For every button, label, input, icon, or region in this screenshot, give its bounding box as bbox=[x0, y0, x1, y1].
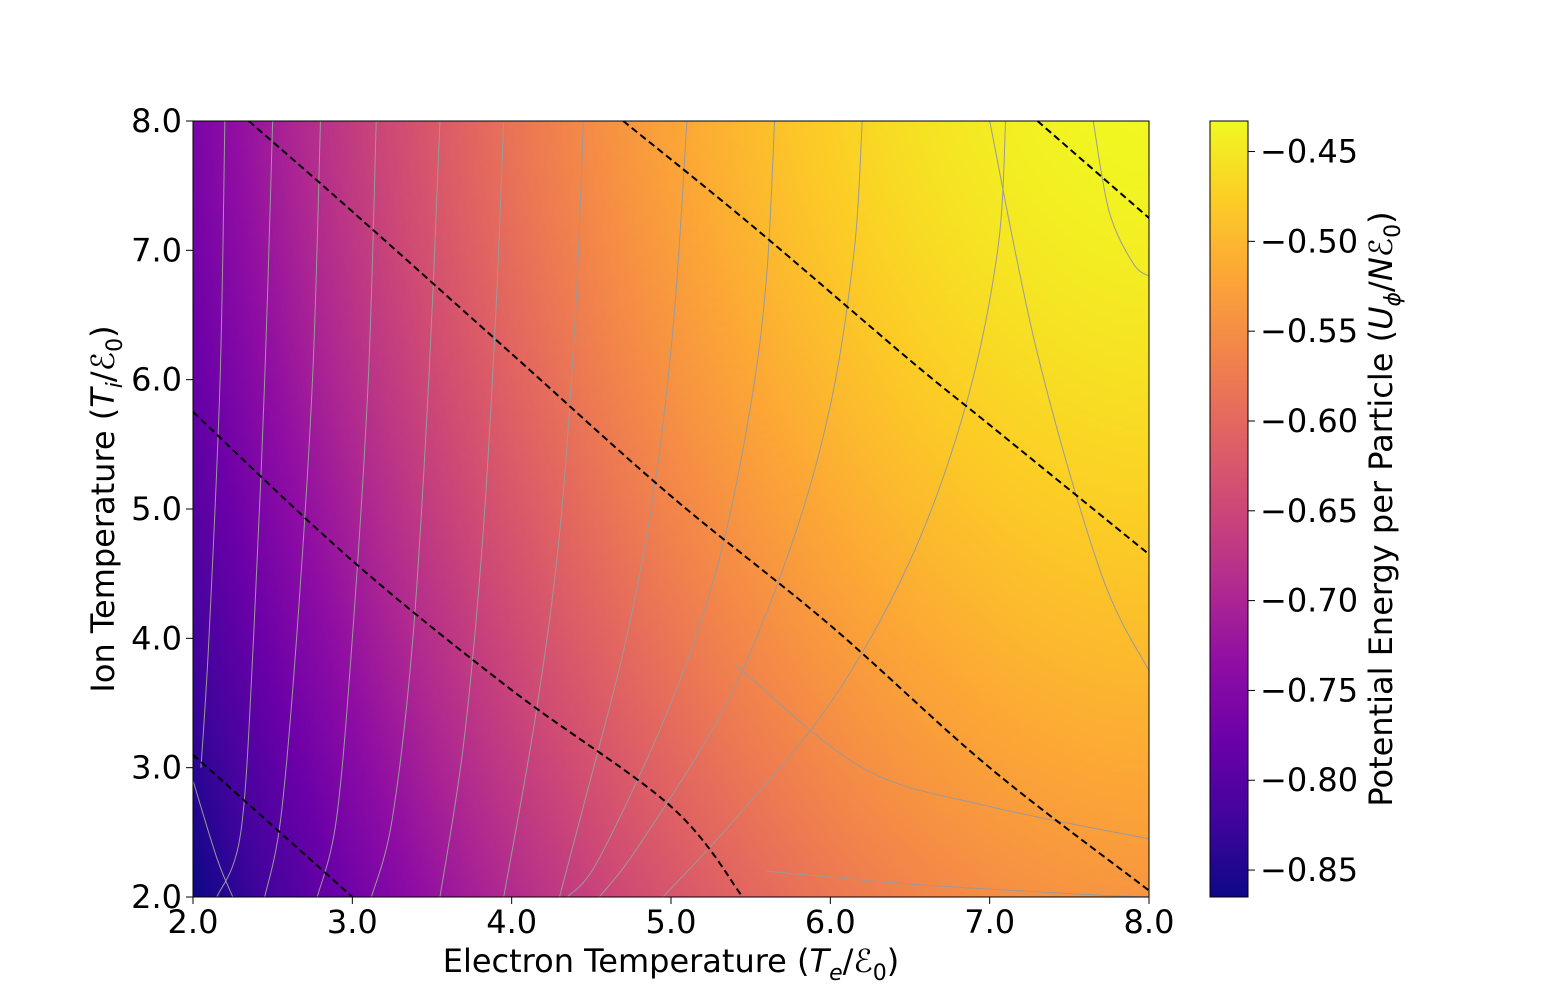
colorbar-ticks: −0.45 −0.50 −0.55 −0.60 −0.65 −0.70 −0.75 −0.80… bbox=[1248, 133, 1358, 889]
grey-contour-6 bbox=[439, 121, 505, 897]
y-tick-label-4: 6.0 bbox=[131, 361, 182, 399]
colorbar-tick-label-5: −0.70 bbox=[1260, 582, 1358, 620]
x-tick-label-4: 6.0 bbox=[805, 903, 856, 941]
grey-contour-11 bbox=[662, 121, 1007, 897]
grey-contour-9 bbox=[567, 121, 776, 897]
dashed-contour-3 bbox=[622, 121, 1149, 556]
grey-contour-12 bbox=[1092, 121, 1149, 277]
colorbar-tick-label-3: −0.60 bbox=[1260, 402, 1358, 440]
grey-contour-1 bbox=[200, 121, 226, 768]
dashed-contour-lines bbox=[193, 121, 1149, 897]
y-tick-label-5: 7.0 bbox=[131, 231, 182, 269]
dashed-contour-1 bbox=[193, 411, 744, 897]
colorbar-tick-label-7: −0.80 bbox=[1260, 761, 1358, 799]
dashed-contour-0 bbox=[193, 753, 353, 897]
grey-contour-5 bbox=[370, 121, 441, 897]
x-axis-ticks: 2.0 3.0 4.0 5.0 6.0 7.0 8.0 bbox=[168, 897, 1175, 941]
heatmap-area bbox=[193, 121, 1149, 897]
colorbar-gradient bbox=[1210, 121, 1248, 897]
colorbar-label: Potential Energy per Particle (Uϕ/Nℰ0) bbox=[1362, 211, 1406, 806]
dashed-contour-4 bbox=[1036, 121, 1149, 219]
x-tick-label-2: 4.0 bbox=[486, 903, 537, 941]
grey-contour-13 bbox=[989, 121, 1149, 671]
x-tick-label-0: 2.0 bbox=[168, 903, 219, 941]
grey-contour-2 bbox=[216, 121, 274, 897]
grey-contour-4 bbox=[316, 121, 377, 897]
colorbar: −0.45 −0.50 −0.55 −0.60 −0.65 −0.70 −0.75 −0.80… bbox=[1209, 120, 1358, 898]
y-tick-label-1: 3.0 bbox=[131, 749, 182, 787]
y-tick-label-2: 4.0 bbox=[131, 619, 182, 657]
y-tick-label-3: 5.0 bbox=[131, 490, 182, 528]
grey-contour-8 bbox=[558, 121, 688, 897]
colorbar-tick-label-0: −0.45 bbox=[1260, 133, 1358, 171]
dashed-contour-2 bbox=[248, 121, 1149, 892]
grey-contour-3 bbox=[264, 121, 321, 897]
x-tick-label-3: 5.0 bbox=[646, 903, 697, 941]
grey-contour-15 bbox=[766, 870, 1149, 897]
grey-contour-0 bbox=[193, 780, 234, 897]
grey-contour-7 bbox=[503, 121, 584, 897]
colorbar-tick-label-1: −0.50 bbox=[1260, 222, 1358, 260]
x-tick-label-5: 7.0 bbox=[964, 903, 1015, 941]
colorbar-frame bbox=[1209, 120, 1249, 898]
x-tick-label-6: 8.0 bbox=[1124, 903, 1175, 941]
colorbar-tick-label-8: −0.85 bbox=[1260, 851, 1358, 889]
colorbar-tick-label-4: −0.65 bbox=[1260, 492, 1358, 530]
y-axis-label: Ion Temperature (Ti/ℰ0) bbox=[84, 325, 128, 692]
colorbar-tick-label-2: −0.55 bbox=[1260, 312, 1358, 350]
grey-contour-lines bbox=[193, 121, 1149, 897]
y-tick-label-6: 8.0 bbox=[131, 102, 182, 140]
colorbar-tick-label-6: −0.75 bbox=[1260, 671, 1358, 709]
y-axis-ticks: 2.0 3.0 4.0 5.0 6.0 7.0 8.0 bbox=[131, 102, 193, 916]
x-tick-label-1: 3.0 bbox=[327, 903, 378, 941]
grey-contour-10 bbox=[598, 121, 863, 897]
y-tick-label-0: 2.0 bbox=[131, 878, 182, 916]
grey-contour-14 bbox=[734, 663, 1149, 840]
x-axis-label: Electron Temperature (Te/ℰ0) bbox=[443, 942, 900, 986]
